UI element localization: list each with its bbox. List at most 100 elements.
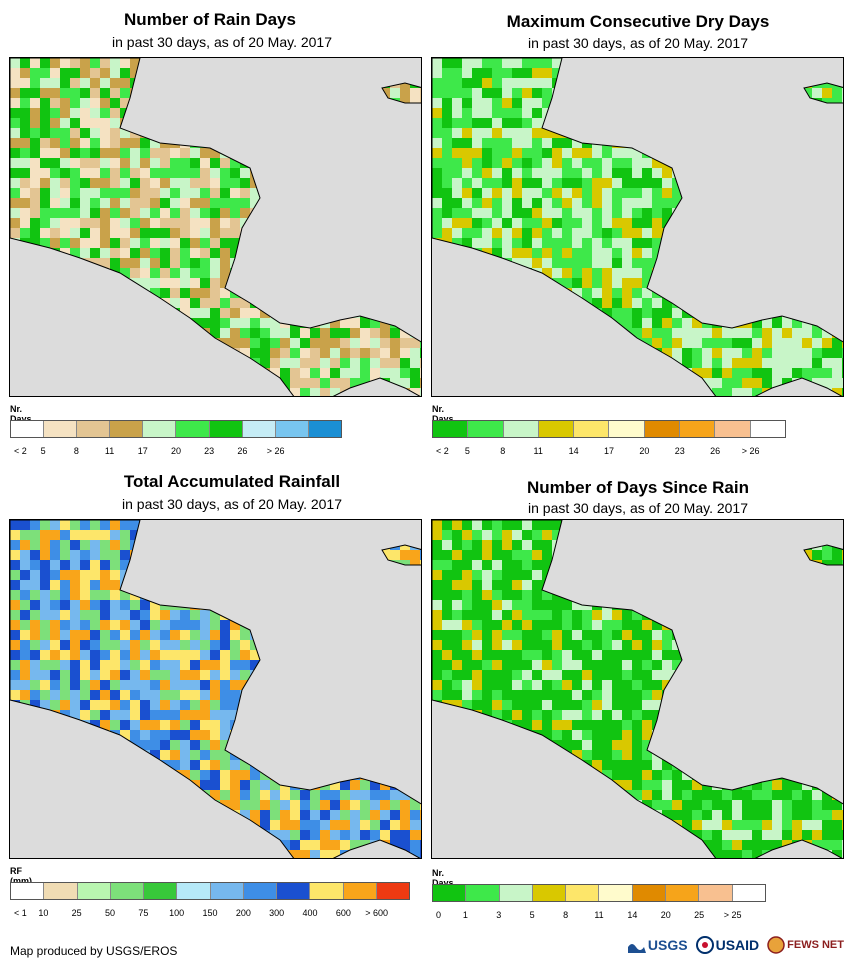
legend-swatch: [77, 421, 111, 437]
legend-swatch: [503, 421, 539, 437]
land-grid: [10, 58, 421, 396]
legend-swatch: [44, 421, 78, 437]
legend-swatch: [666, 885, 700, 901]
fewsnet-globe-icon: [767, 936, 785, 954]
legend-bar: [10, 882, 410, 900]
legend-label: < 2: [14, 446, 27, 456]
legend-label: 20: [639, 446, 650, 456]
map-svg: [432, 58, 843, 396]
legend-labels: < 2 5 8 11 17 20 23 26 > 26: [10, 446, 342, 458]
legend-label: 50: [104, 908, 116, 918]
legend-label: 14: [568, 446, 579, 456]
legend-label: 11: [533, 446, 543, 456]
map-svg: [10, 58, 421, 396]
panel-subtitle: in past 30 days, as of 20 May. 2017: [112, 34, 332, 50]
legend-swatch: [308, 421, 341, 437]
map-days-since-rain: [431, 519, 844, 859]
coastline: [10, 58, 421, 396]
legend-swatch: [210, 883, 244, 899]
land-grid: [432, 520, 843, 858]
legend-label: 5: [529, 910, 535, 920]
legend-label: 20: [660, 910, 671, 920]
legend-label: 0: [436, 910, 442, 920]
legend-swatch: [750, 421, 785, 437]
map-max-dry-days: [431, 57, 844, 397]
panel-title: Number of Rain Days: [124, 10, 296, 29]
map-svg: [432, 520, 843, 858]
legend-swatch: [433, 885, 467, 901]
legend-label: 75: [138, 908, 149, 918]
legend-label: 5: [464, 446, 470, 456]
legend-swatch: [574, 421, 610, 437]
panel-title: Maximum Consecutive Dry Days: [506, 12, 770, 31]
panel-subtitle: in past 30 days, as of 20 May. 2017: [122, 496, 342, 512]
legend-swatch: [11, 883, 45, 899]
map-total-rainfall: [9, 519, 422, 859]
legend-swatch: [433, 421, 469, 437]
legend-title: Nr. Days: [432, 404, 454, 424]
legend-bar: [10, 420, 342, 438]
legend-swatch: [143, 421, 177, 437]
usgs-wave-icon: [627, 944, 646, 953]
legend-label: 400: [302, 908, 318, 918]
legend-swatch: [599, 885, 633, 901]
legend-labels: < 1 10 25 50 75 100 150 200 300 400 600 > 600: [10, 908, 410, 920]
map-credit: Map produced by USGS/EROS: [10, 944, 178, 958]
legend-label: 11: [104, 446, 115, 456]
legend-labels: 0 1 3 5 8 11 14 20 25 > 25: [432, 910, 766, 922]
legend-swatch: [243, 883, 277, 899]
legend-swatch: [499, 885, 533, 901]
legend-swatch: [343, 883, 377, 899]
legend-label: 23: [674, 446, 685, 456]
legend-title: RF (mm): [10, 866, 32, 886]
legend-label: 17: [603, 446, 615, 456]
legend-swatch: [732, 885, 765, 901]
coastline: [432, 58, 843, 396]
legend-swatch: [277, 883, 311, 899]
legend-title: Nr. Days: [10, 404, 32, 424]
legend-label: 1: [462, 910, 468, 920]
legend-label: 10: [38, 908, 49, 918]
legend-swatch: [466, 885, 500, 901]
fewsnet-logo: FEWS NET: [767, 936, 844, 954]
legend-swatch: [538, 421, 575, 437]
legend-swatch: [310, 883, 344, 899]
legend-label: 600: [335, 908, 351, 918]
legend-label: 14: [627, 910, 638, 920]
legend-label: 26: [237, 446, 248, 456]
legend-label: 150: [202, 908, 218, 918]
legend-swatch: [176, 421, 210, 437]
usaid-logo: USAID: [695, 936, 759, 954]
legend-swatch: [110, 883, 144, 899]
legend-swatch: [376, 883, 409, 899]
legend-swatch: [177, 883, 211, 899]
legend-label: 100: [169, 908, 185, 918]
legend-bar: [432, 884, 766, 902]
agency-logos: USGS USAID FEWS NET: [627, 932, 844, 958]
legend-swatch: [699, 885, 733, 901]
legend-title: Nr. Days: [432, 868, 454, 888]
usaid-seal-icon: [695, 936, 714, 954]
legend-label: 26: [710, 446, 721, 456]
legend-label: 300: [269, 908, 285, 918]
legend-label: 25: [694, 910, 705, 920]
coastline: [432, 520, 843, 858]
legend-label: 8: [73, 446, 79, 456]
panel-title: Number of Days Since Rain: [526, 478, 749, 497]
legend-label: 17: [137, 446, 148, 456]
legend-label: 23: [204, 446, 215, 456]
legend-swatch: [468, 421, 504, 437]
legend-swatch: [609, 421, 645, 437]
legend-swatch: [715, 421, 751, 437]
legend-label: > 26: [741, 446, 760, 456]
legend-swatch: [532, 885, 567, 901]
legend-label: < 2: [436, 446, 449, 456]
legend-label: 25: [71, 908, 82, 918]
land-grid: [10, 520, 421, 858]
legend-label: > 25: [723, 910, 742, 920]
legend-swatch: [77, 883, 111, 899]
legend-label: 8: [500, 446, 506, 456]
legend-label: 3: [496, 910, 502, 920]
legend-swatch: [566, 885, 600, 901]
coastline: [10, 520, 421, 858]
